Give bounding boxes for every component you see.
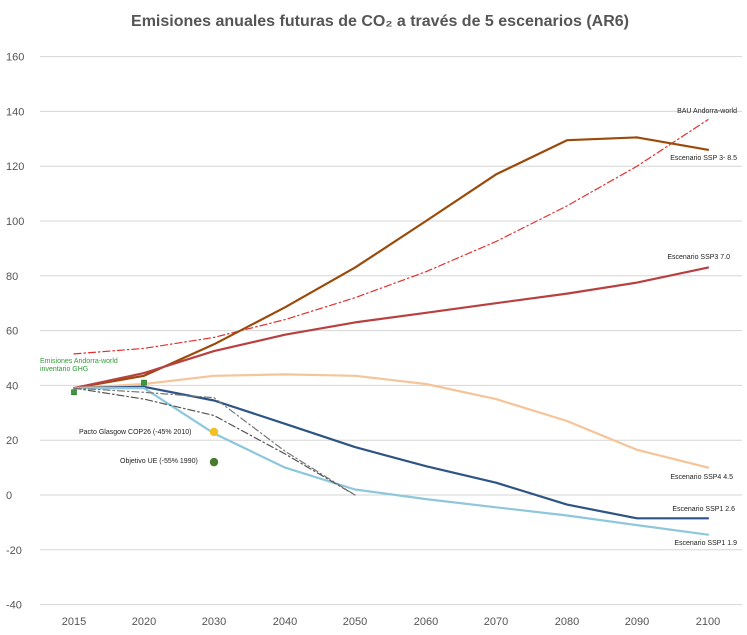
series-line-3 [72, 373, 710, 469]
marker-square [141, 379, 147, 386]
y-tick-label: 120 [6, 161, 24, 173]
series-line-2 [72, 266, 710, 390]
eu-target-label: Objetivo UE (-55% 1990) [120, 458, 198, 465]
series-line-0 [73, 118, 709, 355]
series-label-2: Escenario SSP3 7.0 [667, 254, 730, 261]
series-line-4 [72, 385, 710, 520]
series-line-5 [72, 387, 710, 536]
series-label-3: Escenario SSP4 4.5 [670, 474, 733, 481]
x-tick-label: 2060 [414, 616, 438, 628]
x-tick-label: 2020 [132, 616, 156, 628]
y-tick-label: 80 [6, 271, 18, 283]
glasgow-label: Pacto Glasgow COP26 (-45% 2010) [79, 429, 191, 436]
inventory-label: inventario GHG [40, 366, 88, 373]
x-tick-label: 2015 [62, 616, 86, 628]
marker-circle [209, 457, 219, 467]
series-label-5: Escenario SSP1 1.9 [674, 540, 737, 547]
y-tick-label: -20 [6, 545, 22, 557]
x-tick-label: 2030 [202, 616, 226, 628]
y-tick-label: 100 [6, 216, 24, 228]
markers [71, 379, 219, 467]
chart-title: Emisiones anuales futuras de CO₂ a travé… [131, 13, 629, 30]
series-label-1: Escenario SSP 3- 8.5 [670, 155, 737, 162]
x-tick-label: 2100 [696, 616, 720, 628]
y-tick-label: 160 [6, 52, 24, 64]
x-tick-label: 2080 [555, 616, 579, 628]
marker-circle [209, 427, 219, 437]
series-label-0: BAU Andorra-world [677, 108, 737, 115]
series-label-4: Escenario SSP1 2.6 [672, 506, 735, 513]
y-tick-label: 140 [6, 106, 24, 118]
series-line-1 [72, 136, 710, 390]
x-tick-label: 2040 [273, 616, 297, 628]
y-tick-label: 40 [6, 380, 18, 392]
grid [40, 56, 742, 606]
x-tick-label: 2090 [625, 616, 649, 628]
series-labels: BAU Andorra-world Escenario SSP 3- 8.5 Esc… [40, 108, 737, 547]
y-tick-label: 60 [6, 326, 18, 338]
y-tick-label: 20 [6, 435, 18, 447]
marker-square [71, 389, 77, 396]
x-tick-label: 2070 [484, 616, 508, 628]
inventory-label: Emisiones Andorra-world [40, 358, 118, 365]
x-tick-label: 2050 [343, 616, 367, 628]
series-line-7 [73, 387, 356, 496]
series-line-6 [73, 387, 356, 496]
y-tick-label: -40 [6, 600, 22, 612]
y-tick-label: 0 [6, 490, 12, 502]
series-lines [72, 118, 710, 536]
